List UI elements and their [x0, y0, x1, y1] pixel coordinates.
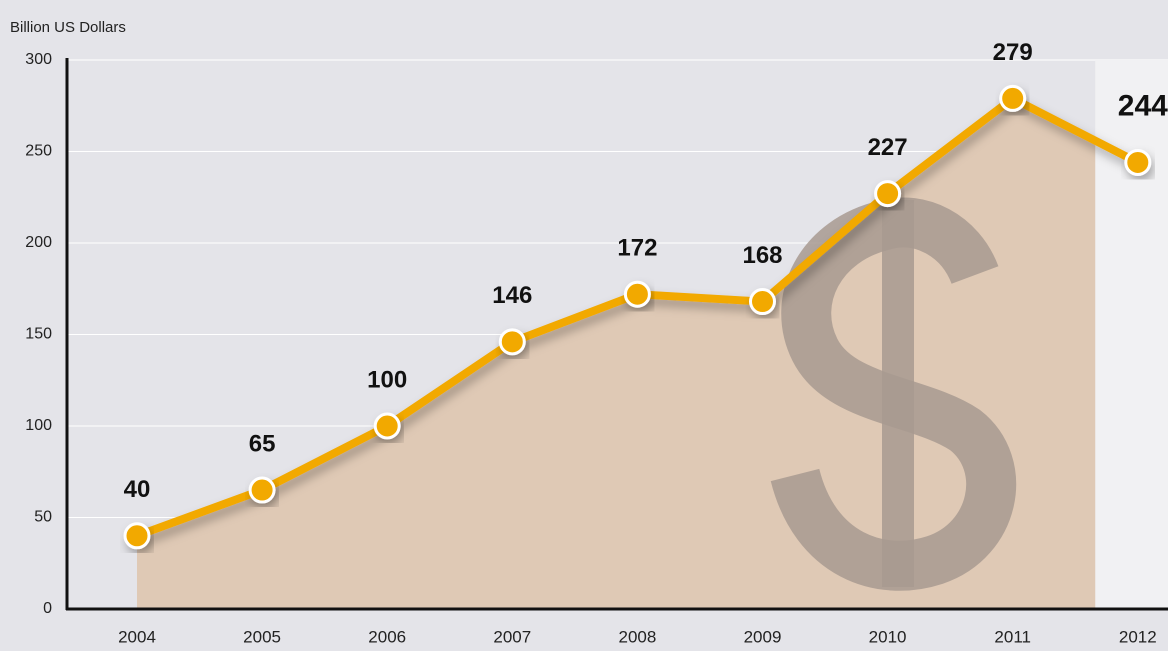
- value-label: 168: [742, 242, 782, 269]
- value-label: 227: [868, 134, 908, 161]
- x-tick-label: 2005: [243, 627, 281, 646]
- x-tick-label: 2010: [869, 627, 907, 646]
- x-tick-label: 2006: [368, 627, 406, 646]
- dollar-icon-bar: [882, 200, 914, 587]
- point: [373, 412, 401, 440]
- y-axis-title: Billion US Dollars: [10, 19, 126, 36]
- y-tick-label: 0: [43, 600, 52, 617]
- point: [999, 84, 1027, 112]
- x-tick-label: 2011: [994, 627, 1031, 646]
- point: [874, 180, 902, 208]
- value-label: 146: [492, 282, 532, 309]
- y-tick-label: 100: [25, 417, 52, 434]
- value-label: 172: [617, 235, 657, 262]
- value-label: 279: [993, 39, 1033, 66]
- y-tick-label: 200: [25, 234, 52, 251]
- point: [123, 522, 151, 550]
- value-label: 65: [249, 430, 276, 457]
- x-tick-label: 2009: [744, 627, 782, 646]
- y-tick-label: 50: [34, 509, 52, 526]
- y-tick-label: 250: [25, 143, 52, 160]
- point: [498, 328, 526, 356]
- value-label: 244: [1118, 89, 1168, 122]
- value-label: 40: [124, 476, 151, 503]
- value-label: 100: [367, 366, 407, 393]
- x-tick-label: 2008: [618, 627, 656, 646]
- x-tick-label: 2007: [493, 627, 531, 646]
- point: [749, 288, 776, 316]
- x-tick-label: 2012: [1119, 627, 1157, 646]
- point: [1124, 148, 1152, 176]
- y-tick-label: 150: [25, 326, 52, 343]
- x-tick-label: 2004: [118, 627, 156, 646]
- point: [623, 280, 651, 308]
- y-tick-label: 300: [25, 51, 52, 68]
- point: [248, 476, 276, 504]
